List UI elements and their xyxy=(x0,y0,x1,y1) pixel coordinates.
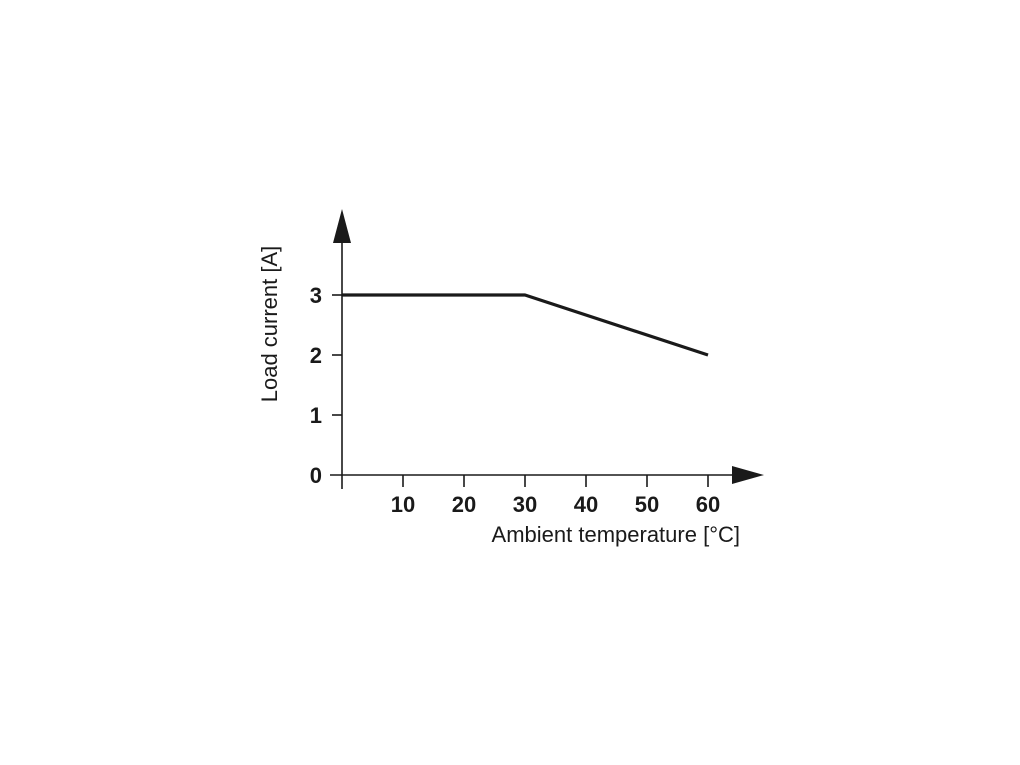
y-axis-arrowhead xyxy=(333,209,351,243)
x-axis-arrowhead xyxy=(732,466,764,484)
series-line xyxy=(342,293,709,357)
x-tick-label: 30 xyxy=(513,492,537,517)
y-tick-label: 1 xyxy=(310,403,322,428)
x-tick-label: 10 xyxy=(391,492,415,517)
y-axis-title: Load current [A] xyxy=(257,246,282,403)
axes xyxy=(330,209,764,489)
y-tick-label: 0 xyxy=(310,463,322,488)
x-tick-label: 20 xyxy=(452,492,476,517)
series-layer xyxy=(341,293,709,357)
x-axis-ticks: 10 20 30 40 50 60 xyxy=(391,475,720,517)
y-axis-ticks: 0 1 2 3 xyxy=(310,283,342,488)
y-tick-label: 3 xyxy=(310,283,322,308)
x-tick-label: 50 xyxy=(635,492,659,517)
y-tick-label: 2 xyxy=(310,343,322,368)
x-tick-label: 40 xyxy=(574,492,598,517)
x-axis-title: Ambient temperature [°C] xyxy=(492,522,740,547)
x-tick-label: 60 xyxy=(696,492,720,517)
